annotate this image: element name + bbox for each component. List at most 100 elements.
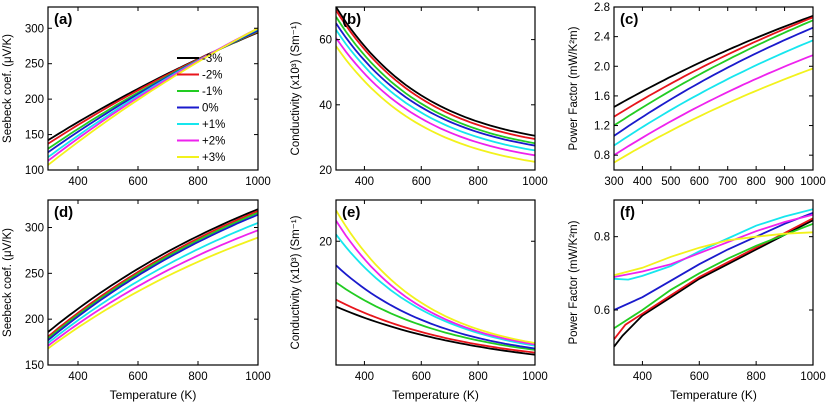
series-line-minus1pct bbox=[48, 211, 258, 340]
x-tick-label: 600 bbox=[412, 371, 431, 383]
x-tick-label: 1000 bbox=[522, 176, 548, 188]
y-tick-label: 2.4 bbox=[594, 32, 611, 44]
series-line-0pct bbox=[336, 264, 535, 350]
series-line-plus1pct bbox=[48, 222, 258, 344]
legend-entry: -3% bbox=[202, 53, 222, 65]
plot-frame bbox=[335, 6, 536, 171]
panel-label: (d) bbox=[54, 204, 73, 221]
y-axis-label: Conductivity (x10³) (Sm⁻¹) bbox=[290, 215, 302, 349]
y-tick-label: 0.8 bbox=[594, 232, 610, 244]
panel-label: (f) bbox=[620, 204, 635, 221]
series-line-minus3pct bbox=[48, 208, 258, 333]
series-line-minus2pct bbox=[614, 16, 813, 118]
legend-entry: +1% bbox=[202, 119, 225, 131]
panel-b: 400 600 800 1000 20 40 60 (b) Conductivity (x10³… bbox=[290, 6, 548, 188]
legend-entry: -1% bbox=[202, 86, 222, 98]
y-tick-label: 60 bbox=[319, 35, 332, 47]
x-tick-label: 800 bbox=[747, 176, 766, 188]
series-line-plus3pct bbox=[48, 236, 258, 350]
y-tick-label: 1.2 bbox=[594, 121, 610, 133]
series-line-plus2pct bbox=[614, 54, 813, 156]
series-line-plus2pct bbox=[614, 213, 813, 278]
x-tick-label: 600 bbox=[128, 371, 147, 383]
plot-frame bbox=[47, 6, 259, 171]
plot-frame bbox=[613, 199, 814, 366]
x-tick-label: 400 bbox=[633, 371, 652, 383]
series-line-minus3pct bbox=[614, 219, 813, 348]
x-tick-label: 1000 bbox=[800, 371, 826, 383]
series-line-plus3pct bbox=[48, 27, 258, 166]
y-tick-label: 250 bbox=[25, 59, 44, 71]
x-tick-label: 800 bbox=[747, 371, 766, 383]
x-tick-label: 400 bbox=[355, 176, 374, 188]
y-tick-label: 150 bbox=[25, 130, 44, 142]
y-axis-label: Power Factor (mW/K²m) bbox=[568, 26, 580, 150]
series-line-minus3pct bbox=[614, 15, 813, 108]
series-line-minus3pct bbox=[336, 7, 535, 137]
panel-label: (b) bbox=[342, 11, 361, 28]
series-line-plus1pct bbox=[614, 39, 813, 147]
x-tick-label: 700 bbox=[718, 176, 737, 188]
y-tick-label: 0.8 bbox=[594, 150, 610, 162]
x-tick-label: 900 bbox=[775, 176, 794, 188]
x-tick-label: 400 bbox=[355, 371, 374, 383]
x-axis-label: Temperature (K) bbox=[110, 388, 197, 402]
panel-label: (c) bbox=[620, 11, 638, 28]
panel-label: (a) bbox=[54, 11, 72, 28]
series-line-plus2pct bbox=[336, 220, 535, 346]
series-line-plus1pct bbox=[336, 233, 535, 347]
legend-entry: +3% bbox=[202, 152, 225, 164]
x-tick-label: 800 bbox=[469, 176, 488, 188]
legend-entry: 0% bbox=[202, 103, 219, 115]
series-line-plus2pct bbox=[48, 229, 258, 347]
legend-entry: -2% bbox=[202, 70, 222, 82]
x-tick-label: 600 bbox=[412, 176, 431, 188]
series-line-minus1pct bbox=[614, 19, 813, 127]
series-line-0pct bbox=[614, 26, 813, 137]
series-line-minus2pct bbox=[336, 298, 535, 354]
x-tick-label: 1000 bbox=[800, 176, 826, 188]
y-tick-label: 20 bbox=[319, 236, 332, 248]
x-tick-label: 600 bbox=[128, 176, 147, 188]
x-tick-label: 400 bbox=[633, 176, 652, 188]
series-line-plus1pct bbox=[614, 208, 813, 281]
y-axis-label: Power Factor (mW/K²m) bbox=[568, 220, 580, 344]
series-line-plus2pct bbox=[336, 37, 535, 157]
panel-label: (e) bbox=[342, 204, 360, 221]
y-tick-label: 40 bbox=[319, 100, 332, 112]
y-tick-label: 2.8 bbox=[594, 2, 610, 14]
y-tick-label: 20 bbox=[319, 165, 332, 177]
panel-a: 400 600 800 1000 100 150 200 250 300 (a) Seebeck c… bbox=[2, 6, 271, 188]
x-tick-label: 800 bbox=[188, 176, 207, 188]
series-line-minus3pct bbox=[336, 305, 535, 356]
series-line-minus1pct bbox=[614, 222, 813, 330]
y-tick-label: 200 bbox=[25, 94, 44, 106]
y-axis-label: Seebeck coef. (μV/K) bbox=[2, 34, 14, 143]
series-line-0pct bbox=[614, 211, 813, 311]
panel-c: 300 400 500 600 700 800 900 1000 0.8 1.2 1.6 2.0 2.4… bbox=[568, 2, 826, 188]
y-tick-label: 1.6 bbox=[594, 91, 610, 103]
x-tick-label: 400 bbox=[68, 176, 87, 188]
x-tick-label: 300 bbox=[604, 176, 623, 188]
x-tick-label: 800 bbox=[469, 371, 488, 383]
y-tick-label: 200 bbox=[25, 314, 44, 326]
x-tick-label: 1000 bbox=[245, 371, 271, 383]
panel-d: 400 600 800 1000 150 200 250 300 (d) Seebeck coef… bbox=[2, 199, 271, 402]
series-line-minus2pct bbox=[48, 210, 258, 338]
x-tick-label: 1000 bbox=[522, 371, 548, 383]
series-line-plus3pct bbox=[614, 67, 813, 164]
series-line-minus1pct bbox=[336, 281, 535, 351]
plot-frame bbox=[335, 199, 536, 366]
x-tick-label: 500 bbox=[661, 176, 680, 188]
y-tick-label: 300 bbox=[25, 23, 44, 35]
legend: -3% -2% -1% 0% +1% +2% +3% bbox=[177, 53, 225, 164]
series-line-minus2pct bbox=[336, 9, 535, 140]
y-tick-label: 150 bbox=[25, 360, 44, 372]
x-axis-label: Temperature (K) bbox=[670, 388, 757, 402]
x-tick-label: 1000 bbox=[245, 176, 271, 188]
series-line-0pct bbox=[336, 22, 535, 147]
series-line-plus3pct bbox=[336, 45, 535, 163]
legend-entry: +2% bbox=[202, 136, 225, 148]
x-tick-label: 400 bbox=[68, 371, 87, 383]
